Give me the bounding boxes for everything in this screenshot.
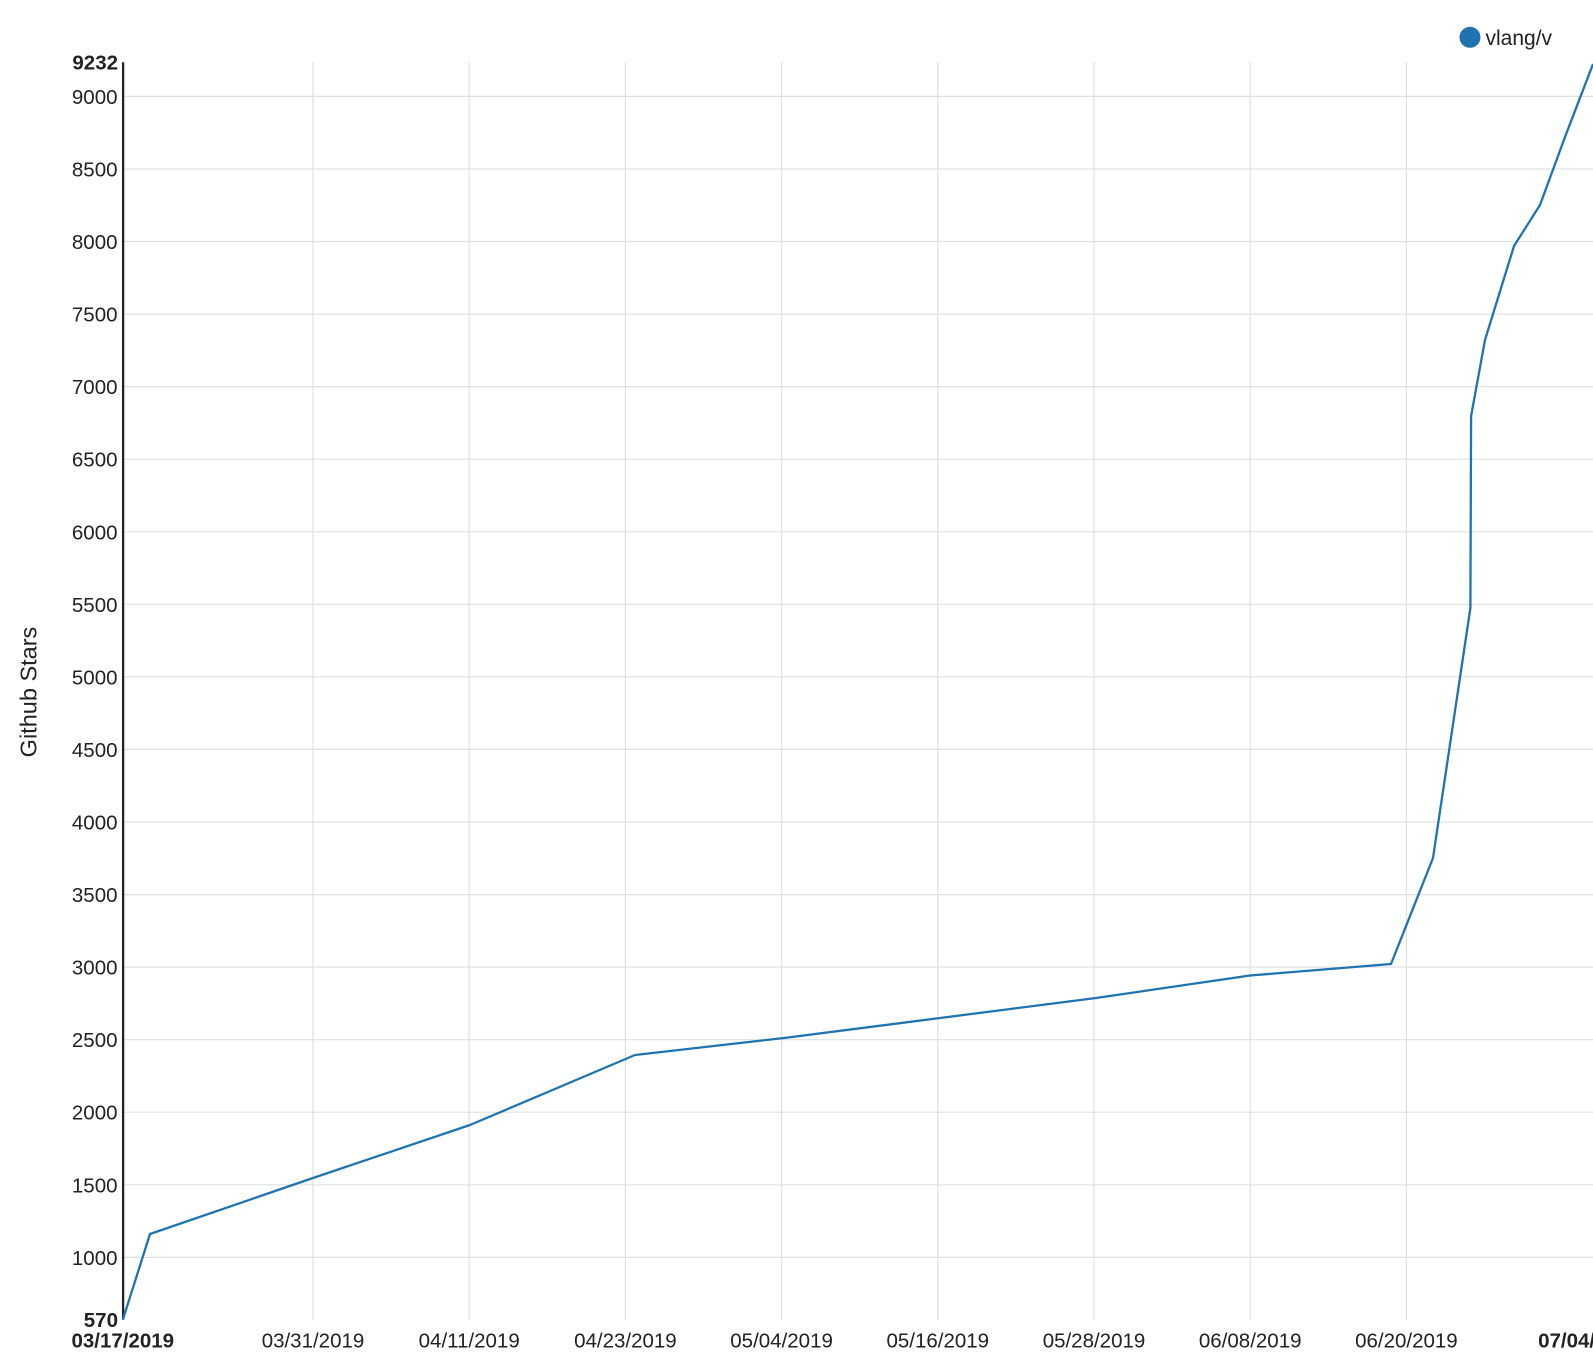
- svg-text:2000: 2000: [72, 1102, 118, 1125]
- svg-text:3000: 3000: [72, 957, 118, 980]
- svg-text:05/16/2019: 05/16/2019: [886, 1330, 989, 1353]
- svg-text:4500: 4500: [72, 739, 118, 762]
- svg-text:1000: 1000: [72, 1247, 118, 1270]
- svg-text:9232: 9232: [72, 52, 118, 75]
- svg-text:1500: 1500: [72, 1174, 118, 1197]
- svg-text:9000: 9000: [72, 86, 118, 109]
- svg-text:Github Stars: Github Stars: [16, 627, 42, 758]
- svg-text:2500: 2500: [72, 1029, 118, 1052]
- svg-text:06/20/2019: 06/20/2019: [1355, 1330, 1458, 1353]
- svg-text:05/28/2019: 05/28/2019: [1043, 1330, 1146, 1353]
- svg-text:03/17/2019: 03/17/2019: [71, 1330, 174, 1353]
- svg-text:8000: 8000: [72, 231, 118, 254]
- svg-text:8500: 8500: [72, 159, 118, 182]
- svg-text:6000: 6000: [72, 521, 118, 544]
- svg-text:6500: 6500: [72, 449, 118, 472]
- svg-text:5500: 5500: [72, 594, 118, 617]
- svg-text:06/08/2019: 06/08/2019: [1199, 1330, 1302, 1353]
- svg-text:5000: 5000: [72, 666, 118, 689]
- svg-text:07/04/2019: 07/04/2019: [1538, 1330, 1593, 1353]
- svg-text:03/31/2019: 03/31/2019: [262, 1330, 365, 1353]
- svg-text:570: 570: [84, 1309, 118, 1332]
- svg-text:4000: 4000: [72, 812, 118, 835]
- svg-text:7000: 7000: [72, 376, 118, 399]
- svg-text:7500: 7500: [72, 304, 118, 327]
- svg-text:vlang/v: vlang/v: [1486, 27, 1553, 50]
- svg-text:3500: 3500: [72, 884, 118, 907]
- svg-text:04/11/2019: 04/11/2019: [419, 1330, 520, 1353]
- svg-text:05/04/2019: 05/04/2019: [730, 1330, 833, 1353]
- svg-text:04/23/2019: 04/23/2019: [574, 1330, 677, 1353]
